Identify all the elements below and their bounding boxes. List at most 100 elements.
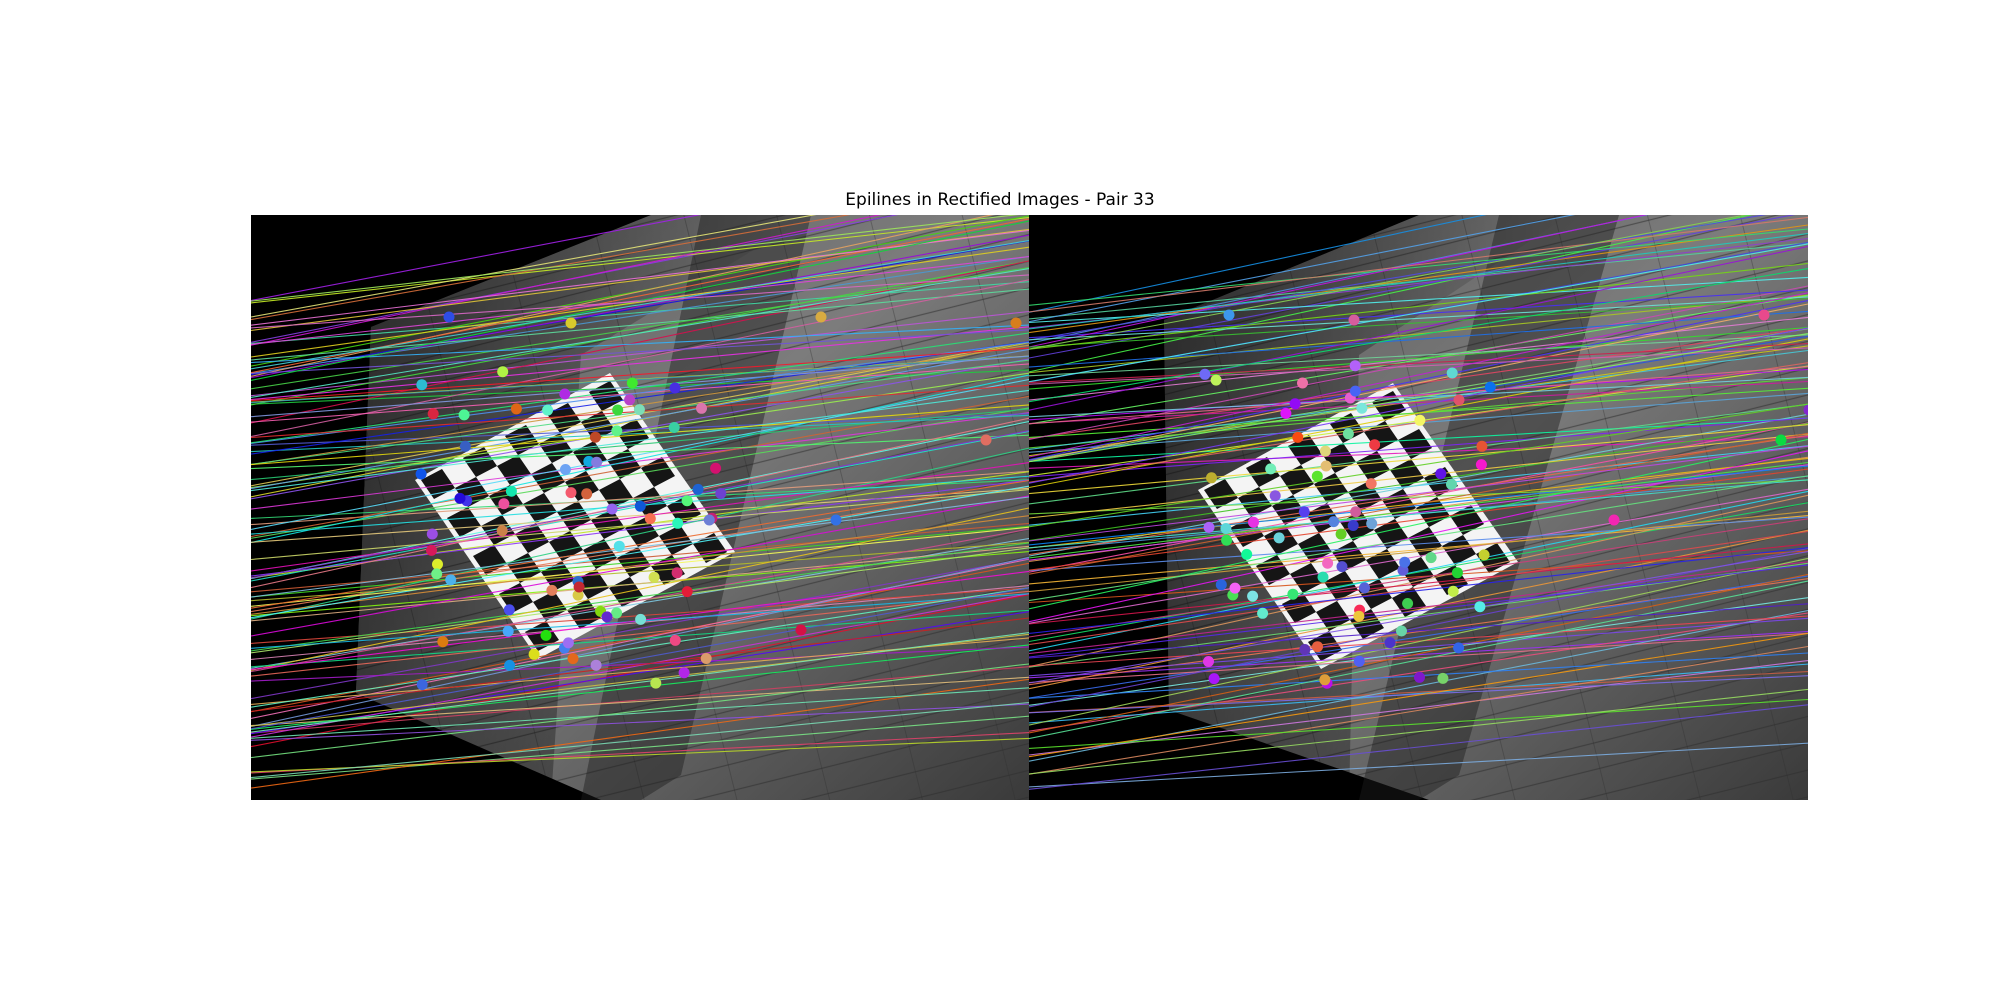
figure-title: Epilines in Rectified Images - Pair 33 bbox=[845, 190, 1155, 210]
left-feature-point bbox=[416, 379, 428, 391]
right-feature-point bbox=[1328, 516, 1340, 528]
left-epiline bbox=[251, 414, 1029, 453]
rectified-image-canvas bbox=[251, 215, 1808, 800]
right-feature-points bbox=[1199, 309, 1808, 689]
right-feature-point bbox=[1265, 463, 1277, 475]
right-feature-point bbox=[1221, 534, 1233, 546]
left-rectified-image bbox=[251, 215, 1029, 800]
right-feature-point bbox=[1206, 472, 1217, 484]
left-feature-point bbox=[672, 517, 684, 529]
left-feature-point bbox=[505, 485, 517, 497]
right-feature-point bbox=[1220, 523, 1232, 534]
right-epiline bbox=[1029, 403, 1808, 505]
right-epiline bbox=[1029, 510, 1808, 593]
left-feature-point bbox=[458, 409, 470, 421]
left-feature-point bbox=[668, 422, 680, 433]
left-feature-point bbox=[611, 425, 623, 437]
left-feature-point bbox=[681, 586, 693, 598]
right-feature-point bbox=[1349, 385, 1361, 397]
right-feature-point bbox=[1453, 394, 1465, 406]
right-feature-point bbox=[1208, 673, 1220, 685]
right-board-square bbox=[1398, 429, 1432, 459]
left-feature-point bbox=[669, 382, 681, 394]
right-feature-point bbox=[1199, 368, 1211, 380]
right-epiline bbox=[1029, 515, 1808, 585]
right-epiline bbox=[1029, 262, 1808, 350]
right-board-square bbox=[1298, 533, 1332, 563]
left-epiline bbox=[251, 507, 1029, 671]
right-feature-point bbox=[1475, 459, 1487, 471]
right-feature-point bbox=[1280, 407, 1292, 419]
right-epiline bbox=[1029, 461, 1808, 559]
left-feature-point bbox=[648, 571, 660, 583]
left-epiline bbox=[251, 215, 817, 318]
left-epiline bbox=[251, 378, 1029, 530]
right-board-square bbox=[1290, 563, 1324, 593]
left-feature-point bbox=[606, 503, 618, 515]
right-feature-point bbox=[1215, 579, 1227, 591]
left-epiline bbox=[251, 268, 1029, 398]
left-epiline bbox=[251, 715, 1029, 780]
left-epiline bbox=[251, 479, 1029, 609]
right-epiline bbox=[1029, 530, 1808, 646]
left-feature-point bbox=[459, 440, 471, 452]
right-feature-point bbox=[1319, 674, 1331, 686]
right-board-square bbox=[1280, 465, 1314, 495]
left-epiline bbox=[251, 590, 1029, 677]
right-epiline bbox=[1029, 216, 1808, 313]
right-epiline bbox=[1029, 434, 1808, 556]
left-feature-point bbox=[542, 404, 554, 416]
right-epiline bbox=[1029, 347, 1808, 385]
right-feature-point bbox=[1247, 590, 1259, 602]
right-epiline bbox=[1029, 233, 1808, 330]
left-feature-point bbox=[510, 403, 522, 415]
right-feature-point bbox=[1447, 585, 1459, 597]
left-epiline bbox=[251, 374, 1029, 544]
left-feature-point bbox=[572, 589, 584, 601]
left-epiline bbox=[251, 329, 1029, 375]
left-feature-point bbox=[633, 404, 645, 416]
left-epiline bbox=[251, 369, 1029, 405]
right-feature-point bbox=[1384, 637, 1396, 649]
left-feature-point bbox=[644, 513, 656, 525]
right-feature-point bbox=[1353, 610, 1365, 622]
left-feature-point bbox=[437, 636, 449, 648]
right-epiline bbox=[1029, 632, 1808, 684]
right-epiline bbox=[1029, 663, 1808, 724]
right-epiline bbox=[1029, 423, 1808, 542]
right-feature-point bbox=[1451, 567, 1463, 579]
left-epiline bbox=[251, 324, 1029, 364]
right-epiline bbox=[1029, 334, 1808, 377]
left-feature-point bbox=[504, 659, 516, 671]
right-epiline bbox=[1029, 494, 1808, 668]
right-epiline bbox=[1029, 698, 1808, 749]
left-epiline bbox=[251, 593, 1029, 738]
right-feature-point bbox=[1402, 598, 1414, 609]
left-epiline bbox=[251, 542, 1029, 652]
right-epiline bbox=[1029, 557, 1808, 726]
left-epiline bbox=[251, 666, 1029, 734]
left-epiline bbox=[251, 341, 1029, 445]
left-epiline bbox=[251, 326, 1029, 401]
left-epiline bbox=[251, 676, 1029, 727]
right-feature-point bbox=[1298, 506, 1310, 518]
left-epiline bbox=[251, 220, 1029, 381]
left-feature-point bbox=[678, 667, 690, 679]
left-epiline bbox=[251, 495, 1029, 637]
right-feature-point bbox=[1203, 656, 1214, 667]
left-feature-point bbox=[624, 394, 636, 406]
left-feature-points bbox=[415, 311, 1022, 691]
left-feature-point bbox=[669, 634, 681, 646]
right-epiline bbox=[1029, 303, 1808, 463]
left-feature-point bbox=[626, 377, 638, 389]
left-epiline bbox=[251, 215, 851, 321]
right-epiline bbox=[1029, 243, 1808, 383]
right-epiline bbox=[1029, 488, 1808, 624]
right-feature-point bbox=[1273, 532, 1285, 544]
right-feature-point bbox=[1297, 377, 1308, 389]
left-epiline bbox=[251, 515, 1029, 615]
right-feature-point bbox=[1435, 468, 1447, 480]
left-feature-point bbox=[1010, 317, 1022, 329]
left-feature-point bbox=[567, 653, 579, 665]
right-feature-point bbox=[1241, 548, 1253, 560]
